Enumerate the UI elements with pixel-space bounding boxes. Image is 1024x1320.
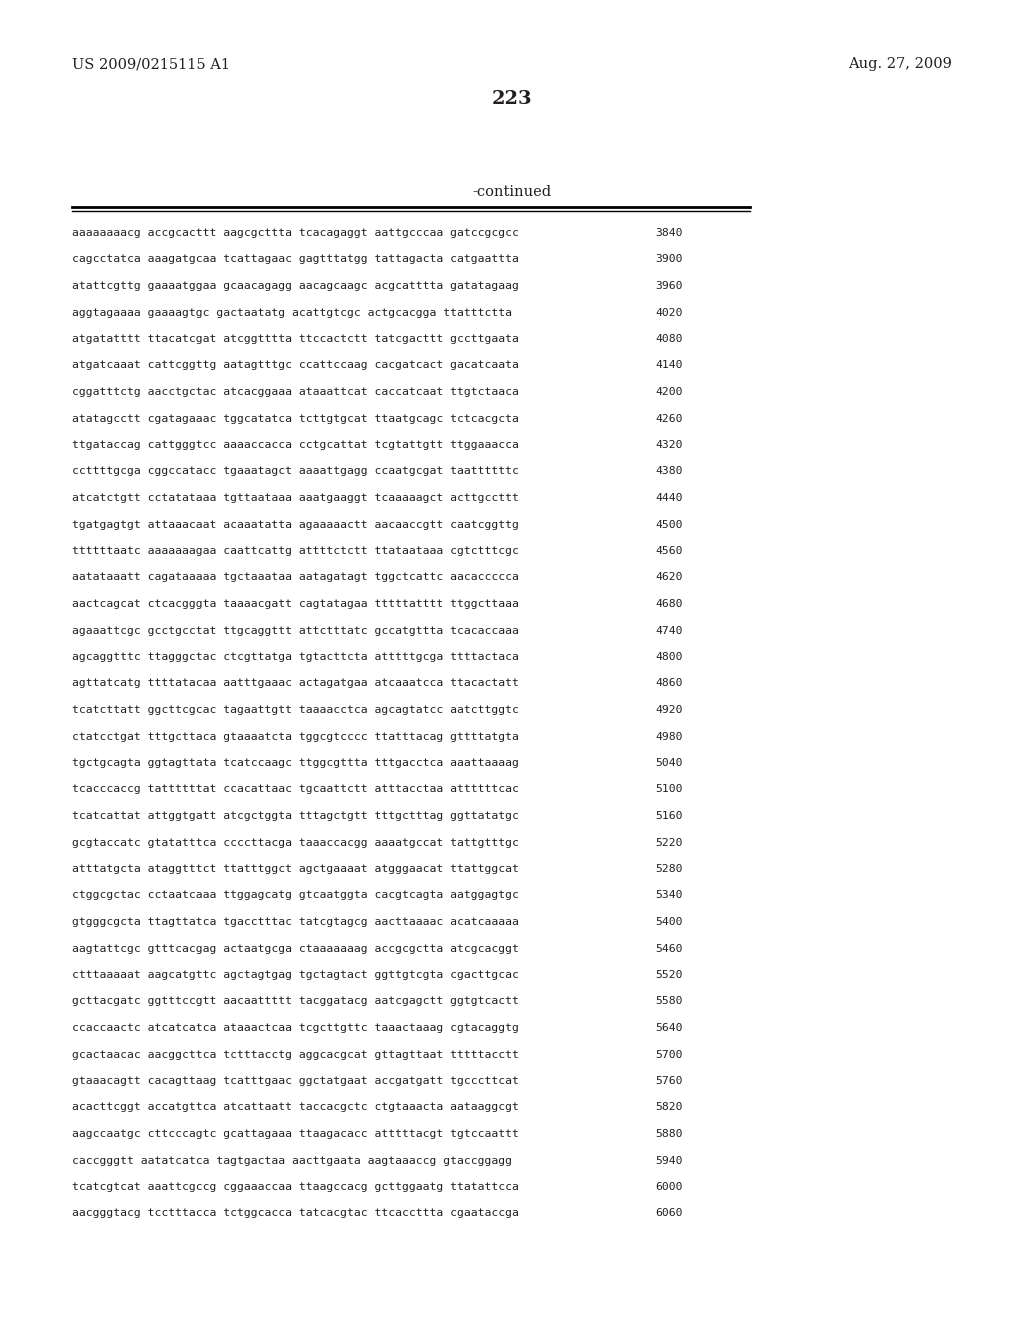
Text: 6060: 6060 [655, 1209, 683, 1218]
Text: aggtagaaaa gaaaagtgc gactaatatg acattgtcgc actgcacgga ttatttctta: aggtagaaaa gaaaagtgc gactaatatg acattgtc… [72, 308, 512, 318]
Text: 4500: 4500 [655, 520, 683, 529]
Text: 4260: 4260 [655, 413, 683, 424]
Text: 5700: 5700 [655, 1049, 683, 1060]
Text: atttatgcta ataggtttct ttatttggct agctgaaaat atgggaacat ttattggcat: atttatgcta ataggtttct ttatttggct agctgaa… [72, 865, 519, 874]
Text: agttatcatg ttttatacaa aatttgaaac actagatgaa atcaaatcca ttacactatt: agttatcatg ttttatacaa aatttgaaac actagat… [72, 678, 519, 689]
Text: ctatcctgat tttgcttaca gtaaaatcta tggcgtcccc ttatttacag gttttatgta: ctatcctgat tttgcttaca gtaaaatcta tggcgtc… [72, 731, 519, 742]
Text: aagtattcgc gtttcacgag actaatgcga ctaaaaaaag accgcgctta atcgcacggt: aagtattcgc gtttcacgag actaatgcga ctaaaaa… [72, 944, 519, 953]
Text: 4740: 4740 [655, 626, 683, 635]
Text: 5100: 5100 [655, 784, 683, 795]
Text: tcatcgtcat aaattcgccg cggaaaccaa ttaagccacg gcttggaatg ttatattcca: tcatcgtcat aaattcgccg cggaaaccaa ttaagcc… [72, 1181, 519, 1192]
Text: 6000: 6000 [655, 1181, 683, 1192]
Text: 5340: 5340 [655, 891, 683, 900]
Text: 4440: 4440 [655, 492, 683, 503]
Text: -continued: -continued [472, 185, 552, 199]
Text: 4620: 4620 [655, 573, 683, 582]
Text: Aug. 27, 2009: Aug. 27, 2009 [848, 57, 952, 71]
Text: 4800: 4800 [655, 652, 683, 663]
Text: 4560: 4560 [655, 546, 683, 556]
Text: 3960: 3960 [655, 281, 683, 290]
Text: ctttaaaaat aagcatgttc agctagtgag tgctagtact ggttgtcgta cgacttgcac: ctttaaaaat aagcatgttc agctagtgag tgctagt… [72, 970, 519, 979]
Text: gcactaacac aacggcttca tctttacctg aggcacgcat gttagttaat tttttacctt: gcactaacac aacggcttca tctttacctg aggcacg… [72, 1049, 519, 1060]
Text: 4320: 4320 [655, 440, 683, 450]
Text: ccaccaactc atcatcatca ataaactcaa tcgcttgttc taaactaaag cgtacaggtg: ccaccaactc atcatcatca ataaactcaa tcgcttg… [72, 1023, 519, 1034]
Text: 5460: 5460 [655, 944, 683, 953]
Text: 4020: 4020 [655, 308, 683, 318]
Text: ttttttaatc aaaaaaagaa caattcattg attttctctt ttataataaa cgtctttcgc: ttttttaatc aaaaaaagaa caattcattg attttct… [72, 546, 519, 556]
Text: tcatcattat attggtgatt atcgctggta tttagctgtt tttgctttag ggttatatgc: tcatcattat attggtgatt atcgctggta tttagct… [72, 810, 519, 821]
Text: US 2009/0215115 A1: US 2009/0215115 A1 [72, 57, 230, 71]
Text: 5220: 5220 [655, 837, 683, 847]
Text: 5400: 5400 [655, 917, 683, 927]
Text: 4680: 4680 [655, 599, 683, 609]
Text: aagccaatgc cttcccagtc gcattagaaa ttaagacacc atttttacgt tgtccaattt: aagccaatgc cttcccagtc gcattagaaa ttaagac… [72, 1129, 519, 1139]
Text: aactcagcat ctcacgggta taaaacgatt cagtatagaa tttttatttt ttggcttaaa: aactcagcat ctcacgggta taaaacgatt cagtata… [72, 599, 519, 609]
Text: atattcgttg gaaaatggaa gcaacagagg aacagcaagc acgcatttta gatatagaag: atattcgttg gaaaatggaa gcaacagagg aacagca… [72, 281, 519, 290]
Text: 5820: 5820 [655, 1102, 683, 1113]
Text: gtaaacagtt cacagttaag tcatttgaac ggctatgaat accgatgatt tgcccttcat: gtaaacagtt cacagttaag tcatttgaac ggctatg… [72, 1076, 519, 1086]
Text: aacgggtacg tcctttacca tctggcacca tatcacgtac ttcaccttta cgaataccga: aacgggtacg tcctttacca tctggcacca tatcacg… [72, 1209, 519, 1218]
Text: 5760: 5760 [655, 1076, 683, 1086]
Text: ctggcgctac cctaatcaaa ttggagcatg gtcaatggta cacgtcagta aatggagtgc: ctggcgctac cctaatcaaa ttggagcatg gtcaatg… [72, 891, 519, 900]
Text: gcttacgatc ggtttccgtt aacaattttt tacggatacg aatcgagctt ggtgtcactt: gcttacgatc ggtttccgtt aacaattttt tacggat… [72, 997, 519, 1006]
Text: agcaggtttc ttagggctac ctcgttatga tgtacttcta atttttgcga ttttactaca: agcaggtttc ttagggctac ctcgttatga tgtactt… [72, 652, 519, 663]
Text: 4980: 4980 [655, 731, 683, 742]
Text: ttgataccag cattgggtcc aaaaccacca cctgcattat tcgtattgtt ttggaaacca: ttgataccag cattgggtcc aaaaccacca cctgcat… [72, 440, 519, 450]
Text: gcgtaccatc gtatatttca ccccttacga taaaccacgg aaaatgccat tattgtttgc: gcgtaccatc gtatatttca ccccttacga taaacca… [72, 837, 519, 847]
Text: tgatgagtgt attaaacaat acaaatatta agaaaaactt aacaaccgtt caatcggttg: tgatgagtgt attaaacaat acaaatatta agaaaaa… [72, 520, 519, 529]
Text: acacttcggt accatgttca atcattaatt taccacgctc ctgtaaacta aataaggcgt: acacttcggt accatgttca atcattaatt taccacg… [72, 1102, 519, 1113]
Text: 4380: 4380 [655, 466, 683, 477]
Text: 5520: 5520 [655, 970, 683, 979]
Text: 223: 223 [492, 90, 532, 108]
Text: 5580: 5580 [655, 997, 683, 1006]
Text: cagcctatca aaagatgcaa tcattagaac gagtttatgg tattagacta catgaattta: cagcctatca aaagatgcaa tcattagaac gagttta… [72, 255, 519, 264]
Text: 4920: 4920 [655, 705, 683, 715]
Text: tcacccaccg tattttttat ccacattaac tgcaattctt atttacctaa attttttcac: tcacccaccg tattttttat ccacattaac tgcaatt… [72, 784, 519, 795]
Text: agaaattcgc gcctgcctat ttgcaggttt attctttatc gccatgttta tcacaccaaa: agaaattcgc gcctgcctat ttgcaggttt attcttt… [72, 626, 519, 635]
Text: 4200: 4200 [655, 387, 683, 397]
Text: 5880: 5880 [655, 1129, 683, 1139]
Text: ccttttgcga cggccatacc tgaaatagct aaaattgagg ccaatgcgat taattttttc: ccttttgcga cggccatacc tgaaatagct aaaattg… [72, 466, 519, 477]
Text: 4860: 4860 [655, 678, 683, 689]
Text: 5160: 5160 [655, 810, 683, 821]
Text: 3900: 3900 [655, 255, 683, 264]
Text: atgatatttt ttacatcgat atcggtttta ttccactctt tatcgacttt gccttgaata: atgatatttt ttacatcgat atcggtttta ttccact… [72, 334, 519, 345]
Text: atatagcctt cgatagaaac tggcatatca tcttgtgcat ttaatgcagc tctcacgcta: atatagcctt cgatagaaac tggcatatca tcttgtg… [72, 413, 519, 424]
Text: atgatcaaat cattcggttg aatagtttgc ccattccaag cacgatcact gacatcaata: atgatcaaat cattcggttg aatagtttgc ccattcc… [72, 360, 519, 371]
Text: gtgggcgcta ttagttatca tgacctttac tatcgtagcg aacttaaaac acatcaaaaa: gtgggcgcta ttagttatca tgacctttac tatcgta… [72, 917, 519, 927]
Text: 4140: 4140 [655, 360, 683, 371]
Text: aaaaaaaacg accgcacttt aagcgcttta tcacagaggt aattgcccaa gatccgcgcc: aaaaaaaacg accgcacttt aagcgcttta tcacaga… [72, 228, 519, 238]
Text: tgctgcagta ggtagttata tcatccaagc ttggcgttta tttgacctca aaattaaaag: tgctgcagta ggtagttata tcatccaagc ttggcgt… [72, 758, 519, 768]
Text: 5040: 5040 [655, 758, 683, 768]
Text: 4080: 4080 [655, 334, 683, 345]
Text: 3840: 3840 [655, 228, 683, 238]
Text: atcatctgtt cctatataaa tgttaataaa aaatgaaggt tcaaaaagct acttgccttt: atcatctgtt cctatataaa tgttaataaa aaatgaa… [72, 492, 519, 503]
Text: cggatttctg aacctgctac atcacggaaa ataaattcat caccatcaat ttgtctaaca: cggatttctg aacctgctac atcacggaaa ataaatt… [72, 387, 519, 397]
Text: tcatcttatt ggcttcgcac tagaattgtt taaaacctca agcagtatcc aatcttggtc: tcatcttatt ggcttcgcac tagaattgtt taaaacc… [72, 705, 519, 715]
Text: aatataaatt cagataaaaa tgctaaataa aatagatagt tggctcattc aacaccccca: aatataaatt cagataaaaa tgctaaataa aatagat… [72, 573, 519, 582]
Text: 5940: 5940 [655, 1155, 683, 1166]
Text: 5280: 5280 [655, 865, 683, 874]
Text: 5640: 5640 [655, 1023, 683, 1034]
Text: caccgggtt aatatcatca tagtgactaa aacttgaata aagtaaaccg gtaccggagg: caccgggtt aatatcatca tagtgactaa aacttgaa… [72, 1155, 512, 1166]
